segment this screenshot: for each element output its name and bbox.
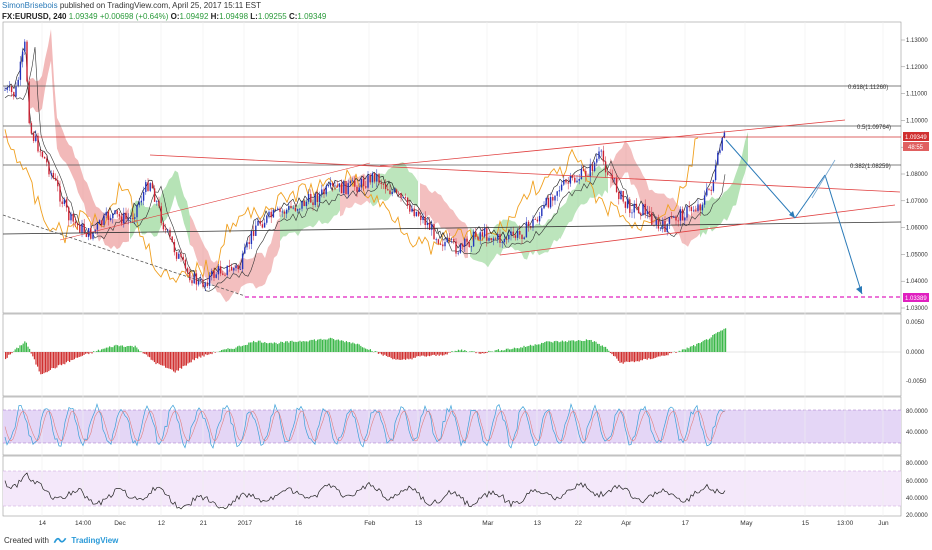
- dashed-trendline[interactable]: [2, 214, 246, 297]
- symbol-info-line: FX:EURUSD, 240 1.09349 +0.00698 (+0.64%)…: [2, 12, 326, 22]
- price-tick-label: 1.06000: [906, 226, 928, 232]
- channel-upper-rising[interactable]: [379, 119, 846, 167]
- created-with-text: Created with: [4, 536, 49, 545]
- rsi-line: [4, 472, 726, 510]
- rsi-tick-label: 80.0000: [906, 461, 928, 467]
- publish-header: SimonBrisebois published on TradingView.…: [2, 1, 261, 11]
- price-tick-label: 1.10000: [906, 118, 928, 124]
- projection-arrow-1-head: [789, 211, 795, 218]
- stoch-tick-label: 80.0000: [906, 409, 928, 415]
- stochastic-axis: 80.0000 40.0000: [906, 409, 928, 436]
- time-axis[interactable]: 14 14:00 Dec 12 21 2017 16 Feb 13 Mar 13 22 Apr 17 May…: [39, 520, 889, 527]
- rsi-axis: 80.0000 60.0000 40.0000 20.0000: [906, 461, 928, 519]
- rsi-tick-label: 20.0000: [906, 513, 928, 519]
- published-text: published on TradingView.com, April 25, …: [59, 1, 261, 10]
- tradingview-brand[interactable]: TradingView: [71, 536, 119, 545]
- time-tick-label: 13:00: [837, 520, 854, 527]
- footer: Created with TradingView: [4, 536, 118, 545]
- time-tick-label: 17: [682, 520, 690, 527]
- price-change: +0.00698 (+0.64%): [99, 12, 169, 21]
- price-axis[interactable]: 1.130001.120001.110001.100001.090001.080…: [901, 38, 928, 312]
- close-value: 1.09349: [297, 12, 327, 21]
- candlestick-series: [4, 39, 726, 292]
- osc-tick-label: 0.0000: [906, 350, 925, 356]
- last-price: 1.09349: [68, 12, 98, 21]
- time-tick-label: May: [740, 520, 753, 527]
- support-price-tag: [903, 293, 929, 302]
- time-tick-label: Feb: [364, 520, 376, 527]
- conversion-line: [4, 47, 726, 282]
- fib-618-label: 0.618(1.11260): [848, 85, 888, 91]
- stochastic-band: [3, 410, 901, 443]
- time-tick-label: 13: [534, 520, 542, 527]
- countdown-tag: [903, 142, 929, 151]
- time-tick-label: Mar: [482, 520, 494, 527]
- main-pane-border: [2, 21, 902, 314]
- price-tick-label: 1.12000: [906, 65, 928, 71]
- rsi-tick-label: 60.0000: [906, 479, 928, 485]
- price-tick-label: 1.07000: [906, 199, 928, 205]
- rsi-tick-label: 40.0000: [906, 496, 928, 502]
- low-label: L:: [250, 12, 258, 21]
- projection-arrow-1[interactable]: [725, 139, 796, 219]
- stoch-tick-label: 40.0000: [906, 430, 928, 436]
- time-tick-label: 14:00: [75, 520, 92, 527]
- time-tick-label: 14: [39, 520, 47, 527]
- time-tick-label: 22: [575, 520, 583, 527]
- horizontal-support-line[interactable]: [2, 221, 902, 235]
- time-tick-label: Dec: [114, 520, 126, 527]
- fib-5-label: 0.5(1.09764): [857, 125, 891, 131]
- stoch-d-line: [4, 410, 726, 442]
- current-price-tag: [903, 132, 929, 141]
- countdown-tag-text: 48:55: [908, 145, 924, 151]
- projection-arrow-2[interactable]: [794, 174, 826, 219]
- ichimoku-cloud: [30, 29, 748, 303]
- price-tick-label: 1.04000: [906, 279, 928, 285]
- high-value: 1.09498: [219, 12, 249, 21]
- support-price-tag-text: 1.03389: [905, 296, 927, 302]
- time-tick-label: Apr: [621, 520, 632, 527]
- stoch-k-line: [4, 402, 726, 449]
- projection-arrow-3[interactable]: [824, 174, 863, 295]
- channel-upper-falling[interactable]: [149, 154, 901, 193]
- tradingview-logo-icon: [53, 538, 67, 544]
- time-tick-label: 2017: [238, 520, 253, 527]
- momentum-histogram: [5, 328, 727, 375]
- current-price-tag-text: 1.09349: [905, 135, 927, 141]
- close-label: C:: [288, 12, 298, 21]
- oscillator-axis: 0.0050 0.0000 -0.0050: [906, 320, 927, 385]
- osc-tick-label: 0.0050: [906, 320, 925, 326]
- time-tick-label: Jun: [878, 520, 889, 527]
- author-link[interactable]: SimonBrisebois: [2, 1, 58, 10]
- price-tick-label: 1.11000: [906, 92, 928, 98]
- price-tick-label: 1.13000: [906, 38, 928, 44]
- rsi-band: [3, 471, 901, 506]
- price-tick-label: 1.08000: [906, 172, 928, 178]
- symbol-name[interactable]: FX:EURUSD, 240: [2, 12, 67, 21]
- channel-lower-rising[interactable]: [499, 204, 896, 256]
- oscillator-pane-border: [2, 313, 902, 397]
- projection-arrow-small[interactable]: [811, 159, 836, 199]
- time-tick-label: 13: [415, 520, 423, 527]
- fib-382-label: 0.382(1.08259): [850, 164, 891, 170]
- time-tick-label: 21: [200, 520, 208, 527]
- osc-tick-label: -0.0050: [906, 379, 927, 385]
- open-value: 1.09492: [179, 12, 209, 21]
- channel-line-early[interactable]: [59, 162, 371, 241]
- low-value: 1.09255: [257, 12, 287, 21]
- time-tick-label: 16: [295, 520, 303, 527]
- time-tick-label: 12: [158, 520, 166, 527]
- projection-arrow-3-head: [856, 286, 862, 294]
- time-tick-label: 15: [802, 520, 810, 527]
- price-tick-label: 1.03000: [906, 306, 928, 312]
- high-label: H:: [210, 12, 220, 21]
- open-label: O:: [170, 12, 180, 21]
- price-tick-label: 1.05000: [906, 252, 928, 258]
